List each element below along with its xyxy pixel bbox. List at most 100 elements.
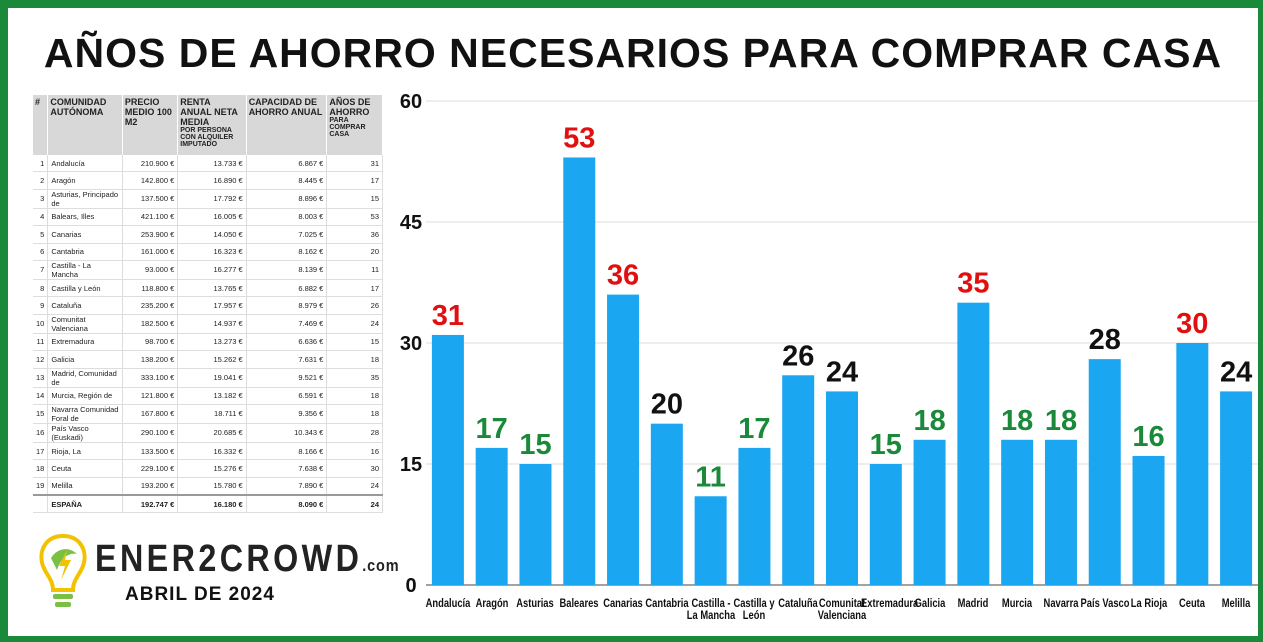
- table-cell: 8.090 €: [246, 494, 328, 514]
- logo-text: ENER2CROWD: [95, 538, 363, 580]
- table-cell: 13: [33, 368, 49, 388]
- table-cell: 15.276 €: [177, 459, 247, 478]
- table-row: 4 Balears, Illes 421.100 €16.005 €8.003 €5…: [33, 208, 383, 227]
- table-cell: 16.277 €: [177, 260, 247, 280]
- table-cell: 7.638 €: [246, 459, 328, 478]
- table-cell: 18: [326, 387, 383, 405]
- table-cell: 8.003 €: [246, 208, 328, 227]
- header-cell: CAPACIDAD DE AHORRO ANUAL: [246, 95, 328, 155]
- bulb-icon: [39, 533, 87, 607]
- table-cell: 7: [33, 260, 49, 280]
- x-tick-label: Navarra: [1043, 596, 1079, 610]
- table-cell: Madrid, Comunidad de: [47, 368, 123, 388]
- table-row: 1 Andalucía 210.900 €13.733 €6.867 €31: [33, 155, 383, 173]
- table-cell: 14.050 €: [177, 225, 247, 244]
- table-row: 9 Cataluña 235.200 €17.957 €8.979 €26: [33, 296, 383, 315]
- table-cell: 161.000 €: [122, 243, 179, 261]
- x-tick-label: Melilla: [1221, 596, 1251, 610]
- table-cell: 20: [326, 243, 383, 261]
- bar: [607, 294, 640, 585]
- value-label: 18: [1045, 405, 1077, 437]
- table-cell: 13.733 €: [177, 155, 247, 173]
- y-tick-label: 0: [405, 575, 416, 597]
- table-cell: Aragón: [47, 171, 123, 190]
- table-cell: 12: [33, 350, 49, 369]
- table-cell: 6.882 €: [246, 279, 328, 298]
- table-cell: 4: [33, 208, 49, 227]
- table-row: 3 Asturias, Principado de 137.500 €17.792 …: [33, 189, 383, 209]
- bar: [1132, 455, 1165, 585]
- table-cell: 53: [326, 208, 383, 227]
- table-cell: 253.900 €: [122, 225, 179, 244]
- table-row: 17 Rioja, La 133.500 €16.332 €8.166 €16: [33, 442, 383, 461]
- table-cell: Castilla y León: [47, 279, 123, 298]
- x-tick-label: País Vasco: [1080, 596, 1130, 610]
- table-cell: ESPAÑA: [47, 494, 123, 514]
- value-label: 15: [519, 429, 551, 461]
- table-cell: Asturias, Principado de: [47, 189, 123, 209]
- bar: [1001, 439, 1034, 585]
- table-cell: País Vasco (Euskadi): [47, 423, 123, 443]
- x-tick-label: Extremadura: [860, 596, 919, 610]
- table-row: 2 Aragón 142.800 €16.890 €8.445 €17: [33, 171, 383, 190]
- table-cell: 421.100 €: [122, 208, 179, 227]
- table-cell: 9.521 €: [246, 368, 328, 388]
- table-cell: 11: [326, 260, 383, 280]
- table-cell: 6: [33, 243, 49, 261]
- logo-name: ENER2CROWD.com: [95, 538, 399, 581]
- y-tick-label: 30: [400, 333, 422, 355]
- table-cell: 9: [33, 296, 49, 315]
- table-cell: 8.979 €: [246, 296, 328, 315]
- value-label: 36: [607, 260, 639, 292]
- table-cell: 17: [326, 279, 383, 298]
- table-cell: 229.100 €: [122, 459, 179, 478]
- table-cell: [33, 494, 49, 514]
- table-cell: Comunitat Valenciana: [47, 314, 123, 334]
- bar: [738, 447, 771, 585]
- table-cell: Galicia: [47, 350, 123, 369]
- table-cell: 16.180 €: [177, 494, 247, 514]
- value-label: 35: [957, 268, 989, 300]
- table-cell: 15: [326, 189, 383, 209]
- table-cell: 8: [33, 279, 49, 298]
- value-label: 16: [1132, 421, 1164, 453]
- bar: [1176, 343, 1209, 585]
- value-label: 53: [563, 122, 595, 154]
- table-cell: 14: [33, 387, 49, 405]
- table-cell: 17.957 €: [177, 296, 247, 315]
- table-cell: 290.100 €: [122, 423, 179, 443]
- table-cell: 24: [326, 494, 383, 514]
- header-sub: POR PERSONA CON ALQUILER IMPUTADO: [180, 127, 234, 148]
- table-cell: 24: [326, 314, 383, 334]
- table-row: 11 Extremadura 98.700 €13.273 €6.636 €15: [33, 333, 383, 352]
- value-label: 30: [1176, 308, 1208, 340]
- table-cell: 7.631 €: [246, 350, 328, 369]
- table-cell: 10: [33, 314, 49, 334]
- table-row: 14 Murcia, Región de 121.800 €13.182 €6.59…: [33, 387, 383, 405]
- table-cell: 15.262 €: [177, 350, 247, 369]
- x-tick-label: Madrid: [958, 596, 989, 610]
- bar: [957, 302, 990, 585]
- value-label: 24: [826, 356, 858, 388]
- table-cell: 7.025 €: [246, 225, 328, 244]
- table-cell: 16.005 €: [177, 208, 247, 227]
- table-cell: 35: [326, 368, 383, 388]
- table-cell: 5: [33, 225, 49, 244]
- value-label: 31: [432, 300, 464, 332]
- table-cell: 2: [33, 171, 49, 190]
- table-row: 18 Ceuta 229.100 €15.276 €7.638 €30: [33, 459, 383, 478]
- table-cell: 8.162 €: [246, 243, 328, 261]
- table-cell: Castilla - La Mancha: [47, 260, 123, 280]
- table-cell: 118.800 €: [122, 279, 179, 298]
- table-cell: 167.800 €: [122, 404, 179, 424]
- table-cell: 93.000 €: [122, 260, 179, 280]
- table-row: 6 Cantabria 161.000 €16.323 €8.162 €20: [33, 243, 383, 261]
- table-cell: 235.200 €: [122, 296, 179, 315]
- table-cell: 36: [326, 225, 383, 244]
- table-cell: 26: [326, 296, 383, 315]
- header-text: AÑOS DE AHORRO: [329, 97, 371, 117]
- table-cell: 9.356 €: [246, 404, 328, 424]
- table-row: 5 Canarias 253.900 €14.050 €7.025 €36: [33, 225, 383, 244]
- title: AÑOS DE AHORRO NECESARIOS PARA COMPRAR C…: [43, 30, 1223, 76]
- table-cell: 210.900 €: [122, 155, 179, 173]
